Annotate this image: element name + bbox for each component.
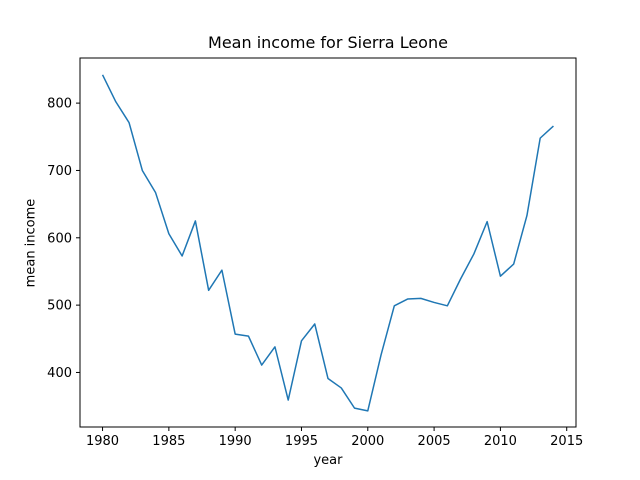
- x-tick-label: 1995: [285, 434, 318, 449]
- y-tick-label: 800: [47, 97, 72, 112]
- x-tick-label: 2000: [351, 434, 384, 449]
- x-tick-label: 1990: [219, 434, 252, 449]
- y-tick-label: 500: [47, 299, 72, 314]
- plot-frame: [79, 57, 577, 428]
- chart-title: Mean income for Sierra Leone: [208, 33, 448, 52]
- y-tick-label: 600: [47, 231, 72, 246]
- x-axis-label: year: [313, 453, 343, 468]
- x-tick-label: 2015: [550, 434, 583, 449]
- x-tick-label: 1980: [86, 434, 119, 449]
- x-tick-label: 2005: [418, 434, 451, 449]
- y-axis-label: mean income: [23, 198, 39, 288]
- series-line: [101, 74, 554, 412]
- x-tick-label: 1985: [152, 434, 185, 449]
- y-tick-label: 400: [47, 366, 72, 381]
- x-tick-label: 2010: [484, 434, 517, 449]
- y-tick-label: 700: [47, 164, 72, 179]
